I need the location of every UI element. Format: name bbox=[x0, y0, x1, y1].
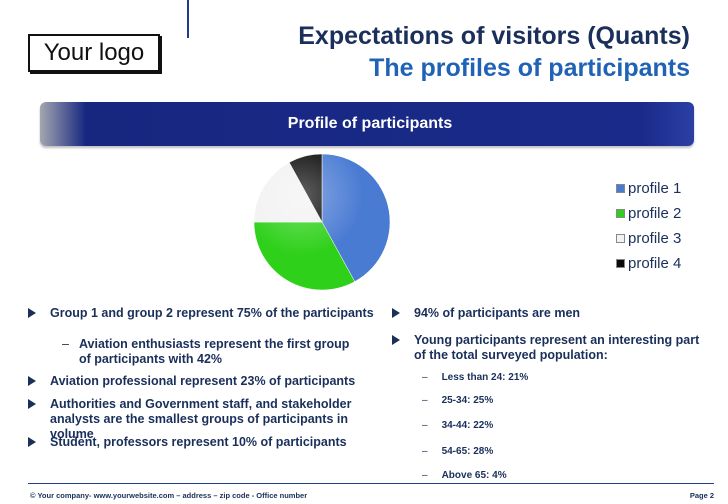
page-title: Expectations of visitors (Quants) bbox=[298, 22, 690, 50]
legend-swatch bbox=[616, 234, 625, 243]
footer-divider bbox=[28, 483, 714, 484]
age-item-text: 34-44: 22% bbox=[441, 420, 494, 431]
header-divider bbox=[187, 0, 189, 38]
legend-label: profile 3 bbox=[628, 230, 682, 247]
legend-item-profile-3: profile 3 bbox=[616, 226, 716, 251]
legend-swatch bbox=[616, 209, 625, 218]
age-item: – 54-65: 28% bbox=[422, 444, 682, 459]
left-point-4: Student, professors represent 10% of par… bbox=[28, 435, 378, 450]
chart-legend: profile 1 profile 2 profile 3 profile 4 bbox=[616, 176, 716, 276]
dash-icon: – bbox=[422, 470, 428, 481]
age-item: – Less than 24: 21% bbox=[422, 370, 682, 385]
arrow-right-icon bbox=[28, 399, 36, 409]
left-point-2: Aviation professional represent 23% of p… bbox=[28, 374, 378, 389]
arrow-right-icon bbox=[28, 437, 36, 447]
legend-swatch bbox=[616, 184, 625, 193]
section-banner-label: Profile of participants bbox=[287, 115, 453, 132]
left-point-3-text: Authorities and Government staff, and st… bbox=[50, 397, 352, 441]
page-subtitle: The profiles of participants bbox=[369, 54, 690, 82]
arrow-right-icon bbox=[28, 308, 36, 318]
right-point-1: 94% of participants are men bbox=[392, 306, 712, 321]
left-point-4-text: Student, professors represent 10% of par… bbox=[50, 435, 347, 449]
logo: Your logo bbox=[28, 34, 160, 72]
age-item-text: Less than 24: 21% bbox=[441, 372, 529, 383]
logo-text: Your logo bbox=[43, 39, 145, 66]
legend-label: profile 4 bbox=[628, 255, 682, 272]
left-point-1: Group 1 and group 2 represent 75% of the… bbox=[28, 306, 378, 321]
left-point-1-text: Group 1 and group 2 represent 75% of the… bbox=[50, 306, 374, 320]
dash-icon: – bbox=[422, 372, 428, 383]
legend-item-profile-1: profile 1 bbox=[616, 176, 716, 201]
dash-icon: – bbox=[422, 395, 428, 406]
page-number: Page 2 bbox=[689, 491, 714, 500]
legend-swatch bbox=[616, 259, 625, 268]
right-point-2-text: Young participants represent an interest… bbox=[414, 333, 700, 362]
legend-item-profile-4: profile 4 bbox=[616, 251, 716, 276]
right-point-2: Young participants represent an interest… bbox=[392, 333, 712, 363]
legend-item-profile-2: profile 2 bbox=[616, 201, 716, 226]
age-item-text: 25-34: 25% bbox=[441, 395, 494, 406]
left-point-3: Authorities and Government staff, and st… bbox=[28, 397, 373, 442]
age-item: – 25-34: 25% bbox=[422, 393, 682, 408]
arrow-right-icon bbox=[392, 335, 400, 345]
legend-label: profile 2 bbox=[628, 205, 682, 222]
section-banner bbox=[40, 102, 694, 146]
right-point-1-text: 94% of participants are men bbox=[414, 306, 581, 320]
left-point-1-sub-text: Aviation enthusiasts represent the first… bbox=[78, 337, 350, 366]
arrow-right-icon bbox=[392, 308, 400, 318]
left-point-2-text: Aviation professional represent 23% of p… bbox=[50, 374, 356, 388]
age-item: – Above 65: 4% bbox=[422, 468, 682, 483]
left-point-1-sub: – Aviation enthusiasts represent the fir… bbox=[62, 337, 352, 367]
arrow-right-icon bbox=[28, 376, 36, 386]
pie-chart bbox=[253, 153, 391, 291]
dash-icon: – bbox=[62, 337, 69, 351]
age-item-text: 54-65: 28% bbox=[441, 446, 494, 457]
dash-icon: – bbox=[422, 446, 428, 457]
age-item: – 34-44: 22% bbox=[422, 418, 682, 433]
age-item-text: Above 65: 4% bbox=[441, 470, 507, 481]
dash-icon: – bbox=[422, 420, 428, 431]
footer-text: © Your company- www.yourwebsite.com – ad… bbox=[30, 491, 308, 500]
legend-label: profile 1 bbox=[628, 180, 682, 197]
